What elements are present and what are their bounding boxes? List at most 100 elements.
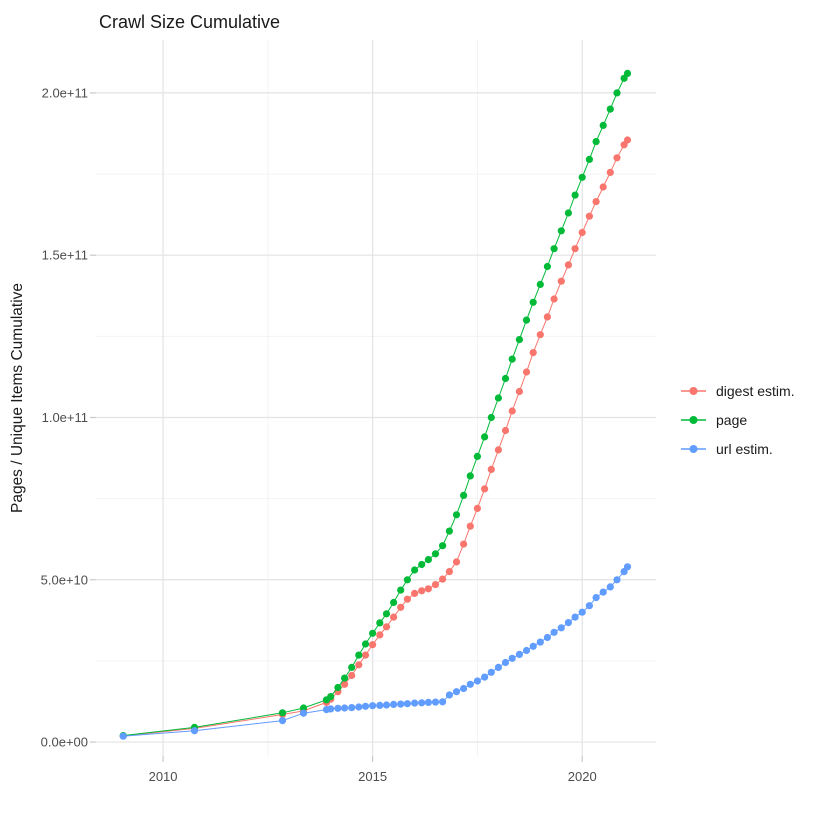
data-point xyxy=(397,603,405,611)
y-tick-label: 1.5e+11 xyxy=(42,248,88,263)
data-point xyxy=(397,700,405,708)
data-point xyxy=(418,560,426,569)
data-point xyxy=(424,585,432,593)
data-point xyxy=(299,704,308,712)
legend-key-point xyxy=(689,416,698,424)
data-point xyxy=(278,709,287,717)
data-point xyxy=(348,671,356,680)
data-point xyxy=(299,709,308,717)
data-point xyxy=(623,563,632,571)
data-point xyxy=(431,550,440,558)
data-point xyxy=(571,245,579,253)
data-point xyxy=(382,623,391,631)
data-point xyxy=(473,504,481,512)
legend-label: url estim. xyxy=(716,441,773,457)
y-tick-label: 5.0e+10 xyxy=(41,572,88,587)
data-point xyxy=(341,680,349,688)
legend-key-point xyxy=(689,387,698,395)
data-point xyxy=(473,452,481,460)
data-point xyxy=(418,699,426,707)
data-point xyxy=(327,693,335,701)
data-point xyxy=(613,576,621,584)
data-point xyxy=(278,717,287,725)
data-point xyxy=(390,598,398,607)
data-point xyxy=(501,374,510,383)
data-point xyxy=(355,661,363,669)
data-point xyxy=(334,683,342,692)
data-point xyxy=(623,69,632,77)
data-point xyxy=(481,673,489,681)
data-point xyxy=(487,413,495,422)
data-point xyxy=(529,349,537,357)
data-point xyxy=(390,613,398,621)
data-point xyxy=(550,628,558,636)
data-point xyxy=(481,485,489,493)
data-point xyxy=(190,727,199,735)
gridlines-major xyxy=(96,40,656,756)
data-point xyxy=(536,331,544,339)
data-point xyxy=(571,613,579,621)
data-point xyxy=(522,646,531,655)
data-point xyxy=(369,641,377,649)
y-tick-label: 1.0e+11 xyxy=(42,410,88,425)
data-point xyxy=(445,691,453,699)
data-point xyxy=(376,631,384,639)
y-tick-label: 2.0e+11 xyxy=(42,85,88,100)
data-point xyxy=(348,663,356,672)
data-point xyxy=(431,581,440,589)
data-point xyxy=(355,651,363,659)
data-point xyxy=(585,155,594,163)
data-point xyxy=(431,698,440,706)
data-point xyxy=(508,654,516,662)
data-point xyxy=(557,624,565,632)
data-point xyxy=(424,556,432,564)
legend-item-url-estim-: url estim. xyxy=(681,441,773,457)
data-point xyxy=(403,700,411,708)
series-line-page xyxy=(123,73,628,737)
data-point xyxy=(369,702,377,710)
x-tick-label: 2020 xyxy=(568,769,597,784)
data-point xyxy=(522,368,531,376)
data-point xyxy=(571,191,579,199)
legend-label: page xyxy=(716,412,747,428)
data-point xyxy=(460,491,468,499)
data-point xyxy=(623,136,632,144)
data-point xyxy=(411,566,419,574)
y-axis-tick-labels: 0.0e+00 5.0e+10 1.0e+11 1.5e+11 2.0e+11 xyxy=(41,85,88,749)
data-point xyxy=(452,558,461,566)
data-point xyxy=(494,446,502,454)
data-point xyxy=(382,701,391,709)
data-point xyxy=(466,680,474,688)
data-point xyxy=(466,522,474,530)
data-point xyxy=(606,105,614,113)
data-point xyxy=(557,277,565,285)
data-point xyxy=(543,262,552,271)
x-axis-tick-labels: 2010 2015 2020 xyxy=(149,769,597,784)
data-point xyxy=(439,698,447,706)
data-point xyxy=(119,732,127,740)
data-point xyxy=(564,261,573,269)
data-point xyxy=(529,298,537,306)
data-point xyxy=(550,245,558,253)
data-point xyxy=(439,542,447,550)
data-point xyxy=(424,698,432,707)
data-point xyxy=(418,587,426,595)
data-point xyxy=(376,619,384,627)
data-point xyxy=(599,183,607,191)
data-point xyxy=(606,583,614,591)
data-point xyxy=(536,638,544,646)
legend-key-point xyxy=(689,445,698,453)
data-point xyxy=(487,668,495,676)
data-point xyxy=(613,89,621,97)
data-point xyxy=(411,699,419,707)
data-point xyxy=(439,575,447,583)
data-point xyxy=(411,589,419,598)
data-point xyxy=(515,650,524,659)
legend-label: digest estim. xyxy=(716,383,795,399)
data-point xyxy=(473,677,481,685)
data-point xyxy=(376,701,384,710)
x-tick-label: 2010 xyxy=(149,769,178,784)
data-point xyxy=(361,640,370,648)
data-point xyxy=(341,704,349,712)
